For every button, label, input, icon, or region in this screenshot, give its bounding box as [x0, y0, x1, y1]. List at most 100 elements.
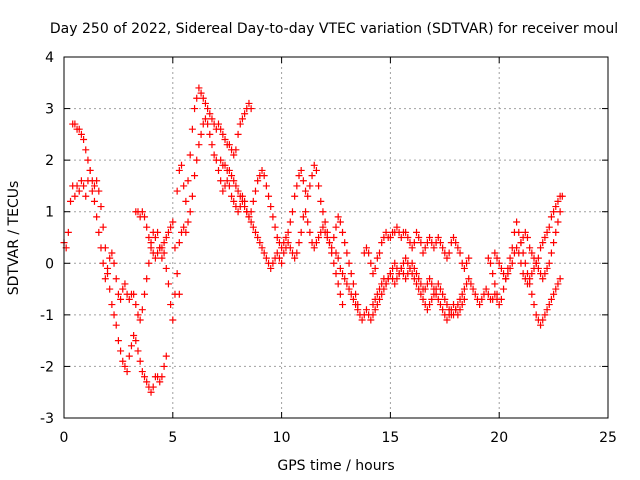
data-point [513, 244, 521, 252]
data-point [552, 285, 560, 293]
data-point [141, 290, 149, 298]
data-point [362, 244, 370, 252]
data-point [219, 187, 227, 195]
data-point [417, 290, 425, 298]
y-tick-label: -3 [40, 411, 54, 427]
data-point [428, 280, 436, 288]
data-point [286, 218, 294, 226]
data-point [386, 234, 394, 241]
data-point [258, 166, 266, 174]
data-point [293, 249, 301, 257]
data-point [223, 177, 231, 185]
data-point [454, 311, 462, 319]
data-point [312, 239, 320, 247]
data-point [236, 192, 244, 200]
data-point [336, 264, 344, 272]
data-point [191, 172, 199, 180]
data-point [530, 301, 538, 309]
data-point [134, 347, 142, 355]
data-point [73, 182, 81, 190]
data-point [199, 94, 207, 102]
data-point [119, 285, 127, 293]
series-track-g [360, 223, 473, 278]
data-point [443, 316, 451, 324]
data-point [106, 254, 114, 262]
data-point [515, 249, 523, 257]
data-point [308, 172, 316, 180]
y-tick-label: -2 [40, 359, 54, 375]
data-point [445, 311, 453, 319]
data-point [325, 239, 333, 247]
data-point [547, 249, 555, 257]
data-point [214, 120, 222, 128]
data-point [417, 280, 425, 288]
data-point [556, 275, 564, 283]
data-point [260, 249, 268, 257]
data-point [497, 264, 505, 272]
data-point [484, 290, 492, 298]
data-point [426, 234, 434, 241]
data-point [458, 290, 466, 298]
data-point [408, 244, 416, 252]
data-point [114, 337, 122, 345]
data-point [345, 285, 353, 293]
data-point [251, 187, 259, 195]
data-point [434, 280, 442, 288]
data-point [232, 182, 240, 190]
data-point [164, 280, 172, 288]
data-point [443, 301, 451, 309]
data-point [138, 208, 146, 216]
data-point [439, 306, 447, 314]
data-point [304, 218, 312, 226]
data-point [130, 290, 138, 298]
data-point [460, 264, 468, 272]
data-point [317, 197, 325, 205]
x-tick-label: 20 [490, 430, 508, 446]
data-point [258, 244, 266, 252]
data-point [456, 306, 464, 314]
data-point [201, 115, 209, 123]
data-point [554, 280, 562, 288]
data-point [195, 84, 203, 92]
data-point [491, 249, 499, 257]
data-point [554, 218, 562, 226]
data-point [456, 249, 464, 257]
data-point [491, 280, 499, 288]
data-point [436, 239, 444, 247]
data-point [430, 244, 438, 252]
data-point [441, 295, 449, 303]
data-point [465, 275, 473, 283]
data-point [238, 197, 246, 205]
data-point [236, 120, 244, 128]
data-point [397, 234, 405, 241]
data-point [413, 228, 421, 236]
data-point [297, 166, 305, 174]
data-point [347, 290, 355, 298]
data-point [121, 362, 129, 370]
data-point [365, 249, 373, 257]
data-point [182, 197, 190, 205]
y-tick-label: 1 [45, 205, 54, 221]
data-point [123, 368, 131, 376]
data-point [454, 244, 462, 252]
data-point [550, 290, 558, 298]
data-point [143, 275, 151, 283]
data-point [419, 295, 427, 303]
data-point [156, 378, 164, 386]
data-point [410, 264, 418, 272]
data-point [132, 337, 140, 345]
data-point [204, 105, 212, 113]
data-point [306, 228, 314, 236]
data-point [108, 249, 116, 257]
data-point [254, 234, 262, 241]
axis-ticks [63, 56, 609, 419]
data-point [197, 130, 205, 138]
data-point [306, 182, 314, 190]
data-point [421, 244, 429, 252]
data-point [369, 301, 377, 309]
y-axis-tick-labels: -3 -2 -1 0 1 2 3 4 [40, 50, 54, 427]
data-point [504, 270, 512, 278]
data-point [352, 301, 360, 309]
data-point [537, 321, 545, 329]
